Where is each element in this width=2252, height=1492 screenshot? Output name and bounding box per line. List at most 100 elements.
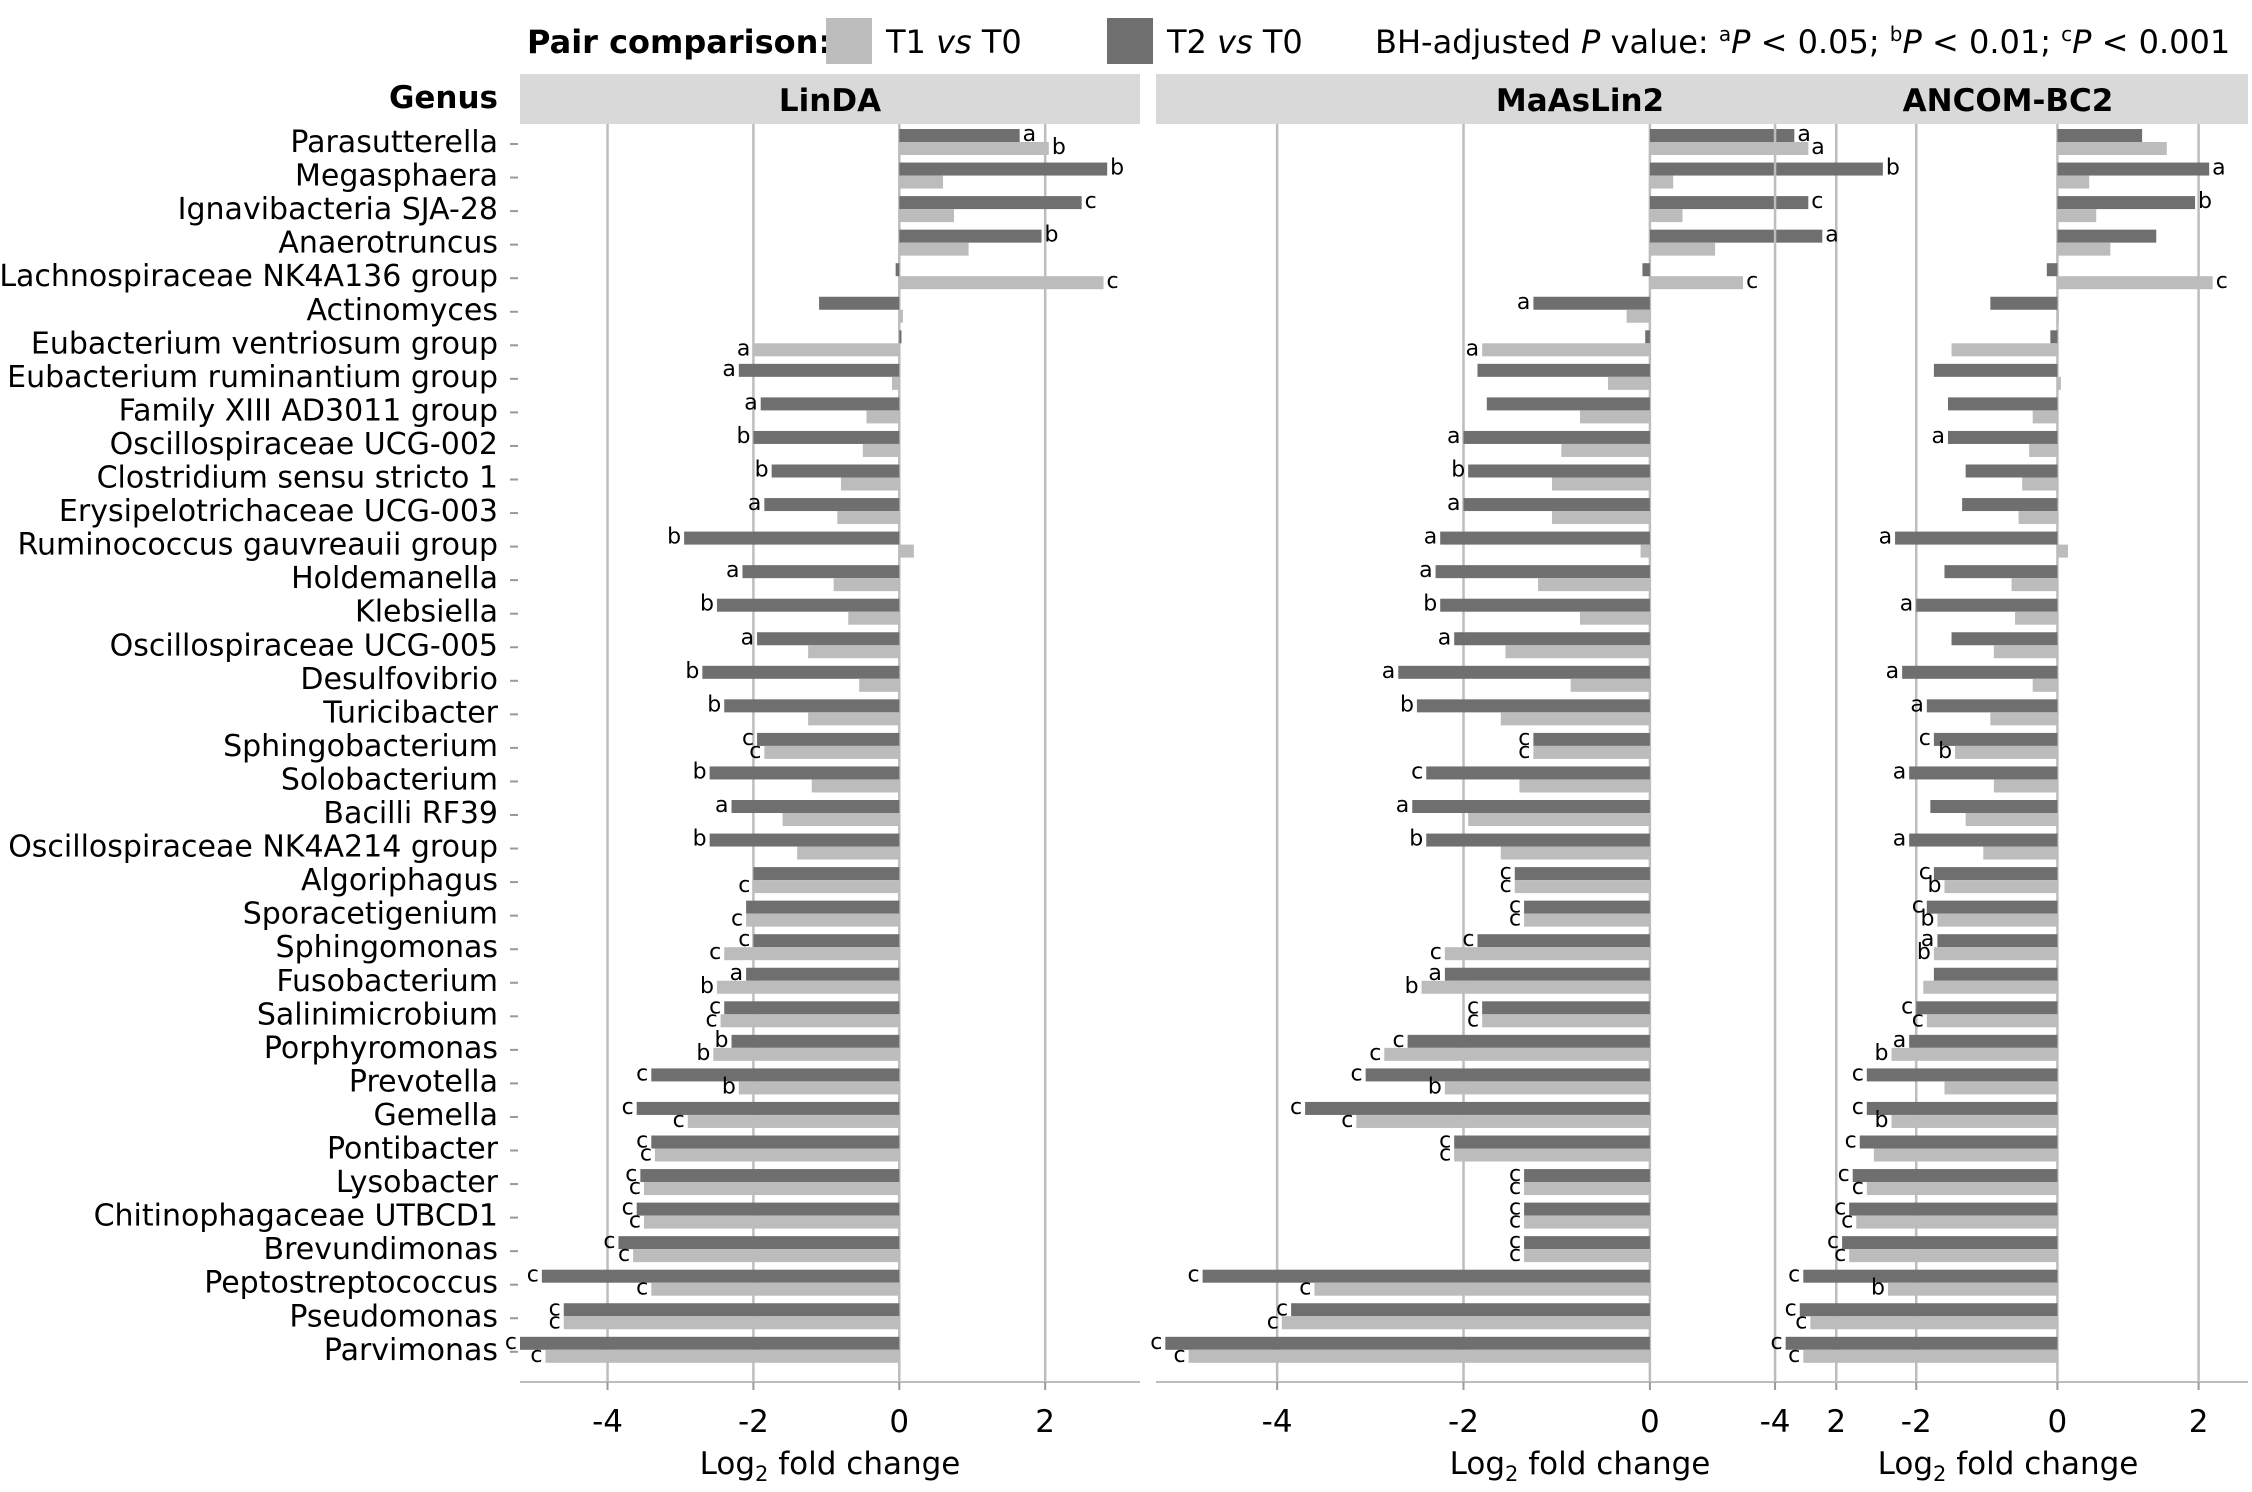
significance-label: c [1785, 1296, 1797, 1321]
bar [1533, 732, 1650, 746]
bar [1944, 880, 2058, 894]
genus-label: Sporacetigenium [243, 897, 498, 932]
significance-label: c [1299, 1276, 1311, 1301]
bar [651, 1135, 900, 1149]
bar [895, 263, 900, 277]
bar [2057, 175, 2090, 189]
bar [1926, 1014, 2058, 1028]
bar [1951, 632, 2058, 646]
bar [563, 1303, 900, 1317]
bar [1933, 967, 2058, 981]
significance-label: a [1466, 336, 1479, 361]
bar [837, 511, 900, 525]
bar [1937, 934, 2058, 948]
significance-label: b [2198, 189, 2212, 214]
bar [833, 578, 900, 592]
bar [1435, 565, 1650, 579]
genus-labels: ParasutterellaMegasphaeraIgnavibacteria … [0, 125, 518, 1368]
significance-label: b [693, 827, 707, 852]
bar [1933, 732, 2058, 746]
bar [746, 967, 900, 981]
legend: Pair comparison: T1 vs T0 T2 vs T0 BH-ad… [527, 18, 2230, 64]
bar [1533, 296, 1650, 310]
bar [1514, 867, 1650, 881]
bar [797, 846, 900, 860]
bar [1500, 846, 1650, 860]
significance-label: c [742, 726, 754, 751]
bar [866, 410, 900, 424]
bar [782, 813, 900, 826]
significance-label: c [1439, 1129, 1451, 1154]
genus-label: Solobacterium [281, 762, 498, 797]
significance-label: c [1509, 1209, 1521, 1234]
genus-label: Holdemanella [291, 561, 498, 596]
significance-label: b [1928, 873, 1942, 898]
significance-label: c [629, 1175, 641, 1200]
significance-label: c [618, 1242, 630, 1267]
bar [1580, 410, 1650, 424]
bar [2018, 511, 2058, 525]
bar [1626, 309, 1650, 323]
bar [848, 611, 900, 625]
bar [892, 376, 900, 390]
legend-label-t1: T1 vs T0 [885, 23, 1022, 61]
bar [1649, 242, 1716, 256]
bar [899, 129, 1020, 142]
bar [1463, 430, 1650, 444]
bar [1930, 800, 2058, 813]
bar [1305, 1101, 1650, 1115]
bar [1440, 531, 1650, 545]
significance-label: a [1438, 625, 1451, 650]
bar [724, 1001, 900, 1015]
bar [2057, 129, 2143, 142]
bar [2015, 611, 2058, 625]
significance-label: a [1921, 927, 1934, 952]
bar [1649, 196, 1809, 210]
significance-label: a [730, 961, 743, 986]
significance-label: c [709, 994, 721, 1019]
bar [746, 900, 900, 914]
bar [1866, 1101, 2058, 1115]
bar [1803, 1349, 2058, 1363]
bar [1412, 800, 1650, 813]
significance-label: b [685, 659, 699, 684]
significance-label: c [549, 1296, 561, 1321]
significance-label: b [1938, 739, 1952, 764]
bar [636, 1202, 900, 1216]
genus-label: Bacilli RF39 [323, 796, 498, 831]
bar [1849, 1202, 2058, 1216]
bar [899, 242, 969, 256]
x-tick-label: 2 [1035, 1404, 1055, 1440]
significance-label: c [1174, 1343, 1186, 1368]
genus-label: Turicibacter [322, 695, 498, 730]
genus-label: Family XIII AD3011 group [119, 393, 498, 428]
bar [1649, 276, 1744, 290]
significance-label: a [741, 625, 754, 650]
bar [753, 880, 900, 894]
bar [1384, 1047, 1650, 1061]
significance-label: a [1825, 223, 1838, 248]
significance-label: c [629, 1209, 641, 1234]
bar [2057, 242, 2111, 256]
genus-label: Eubacterium ruminantium group [7, 360, 498, 395]
genus-label: Oscillospiraceae UCG-005 [110, 628, 498, 663]
significance-label: c [1518, 726, 1530, 751]
bar [1916, 598, 2058, 612]
bar [1482, 1001, 1650, 1015]
bar [2057, 309, 2059, 323]
genus-label: Fusobacterium [276, 964, 498, 999]
bar [1852, 1169, 2058, 1183]
significance-label: b [1886, 156, 1900, 181]
significance-label: b [1400, 692, 1414, 717]
significance-label: c [1509, 1229, 1521, 1254]
significance-label: b [667, 525, 681, 550]
bar [1866, 1182, 2058, 1196]
significance-label: c [1085, 189, 1097, 214]
bar [2029, 443, 2058, 457]
bar [1649, 142, 1809, 155]
bar [1514, 880, 1650, 894]
bar [702, 665, 900, 679]
significance-label: b [1110, 156, 1124, 181]
genus-label: Algoriphagus [301, 863, 498, 898]
genus-label: Eubacterium ventriosum group [31, 326, 498, 361]
